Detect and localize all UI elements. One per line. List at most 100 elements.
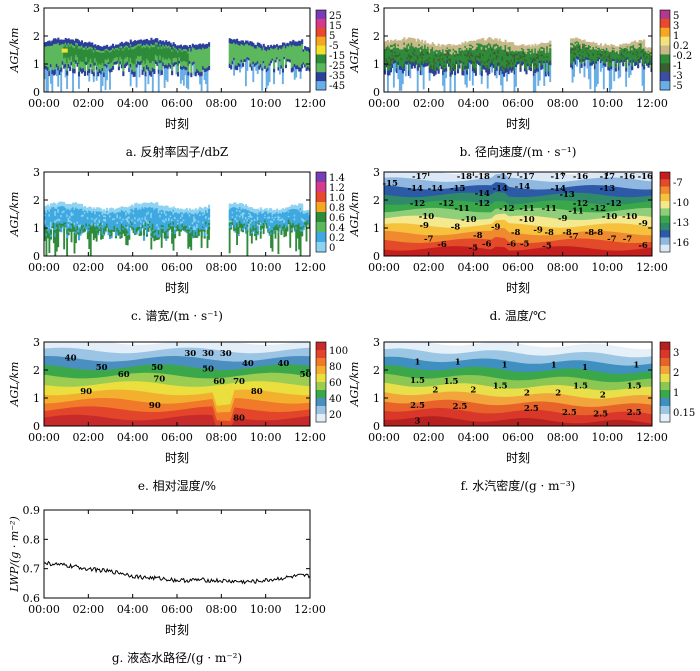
data-cell [119, 42, 122, 45]
data-cell [391, 52, 394, 55]
data-cell [616, 47, 619, 50]
data-cell [409, 39, 412, 42]
data-cell [119, 50, 122, 53]
data-cell [72, 56, 75, 60]
data-cell [546, 52, 549, 55]
data-cell [171, 48, 174, 52]
data-cell [573, 48, 576, 51]
data-cell [413, 46, 416, 50]
data-cell [153, 39, 156, 43]
data-cell [104, 64, 107, 67]
data-cell [409, 45, 412, 48]
data-cell [261, 51, 264, 54]
data-cell [55, 211, 58, 215]
data-cell [576, 55, 579, 58]
data-cell [416, 61, 419, 65]
data-cell [497, 63, 500, 67]
data-cell [230, 43, 233, 46]
data-cell [492, 45, 495, 49]
data-cell [397, 47, 400, 50]
data-cell [307, 56, 310, 59]
data-cell [489, 62, 492, 66]
data-cell [259, 58, 262, 61]
data-cell [451, 54, 454, 57]
data-cell [507, 53, 510, 57]
data-cell [646, 59, 649, 61]
data-cell [500, 68, 503, 72]
data-cell [504, 58, 507, 62]
data-cell [57, 208, 60, 211]
data-cell [268, 54, 271, 57]
data-cell [255, 55, 258, 58]
data-cell [501, 44, 504, 48]
data-cell [51, 210, 54, 213]
data-cell [100, 58, 103, 61]
data-cell [44, 64, 47, 68]
data-cell [488, 50, 491, 54]
data-cell [267, 50, 270, 54]
data-cell [154, 54, 157, 57]
drizzle-streak [480, 75, 483, 84]
drizzle-streak [534, 72, 537, 92]
data-cell [123, 47, 126, 51]
data-cell [202, 52, 205, 56]
data-cell [188, 48, 191, 51]
data-cell [388, 53, 391, 57]
data-cell [298, 66, 301, 70]
data-cell [477, 46, 480, 49]
data-cell [51, 71, 54, 75]
data-cell [45, 210, 48, 213]
data-cell [246, 40, 249, 43]
data-cell [190, 52, 193, 56]
data-cell [134, 60, 137, 64]
data-cell [389, 55, 393, 59]
data-cell [262, 56, 265, 59]
data-cell [644, 59, 647, 62]
data-cell [143, 44, 146, 48]
data-cell [646, 55, 649, 58]
data-cell [181, 59, 184, 63]
data-cell [160, 60, 163, 64]
data-cell [304, 60, 307, 63]
data-cell [67, 44, 70, 48]
data-cell [73, 65, 76, 69]
data-cell [623, 48, 626, 51]
data-cell [301, 51, 304, 55]
data-cell [206, 43, 209, 47]
data-cell [237, 57, 240, 60]
data-cell [57, 216, 60, 219]
data-cell [513, 72, 516, 75]
data-cell [570, 64, 573, 68]
data-cell [436, 66, 439, 69]
data-cell [519, 69, 522, 72]
data-cell [425, 61, 428, 64]
data-cell [649, 55, 652, 58]
data-cell [69, 52, 72, 56]
data-cell [516, 56, 519, 58]
data-cell [436, 56, 439, 59]
data-cell [135, 57, 138, 61]
data-cell [268, 48, 271, 51]
data-cell [608, 65, 611, 68]
data-cell [233, 42, 236, 45]
data-cell [506, 61, 509, 65]
data-cell [60, 227, 63, 231]
data-cell [546, 49, 549, 52]
data-cell [628, 44, 631, 47]
data-cell [190, 50, 193, 54]
data-cell [165, 66, 168, 69]
data-cell [280, 53, 283, 56]
data-cell [116, 49, 119, 52]
data-cell [52, 222, 55, 225]
data-cell [541, 53, 544, 57]
data-cell [590, 53, 594, 56]
data-cell [449, 67, 452, 71]
data-cell [509, 56, 512, 59]
data-cell [412, 55, 415, 59]
data-cell [638, 46, 641, 49]
data-cell [638, 54, 641, 57]
data-cell [259, 45, 262, 49]
data-cell [308, 50, 310, 53]
data-cell [206, 55, 209, 58]
